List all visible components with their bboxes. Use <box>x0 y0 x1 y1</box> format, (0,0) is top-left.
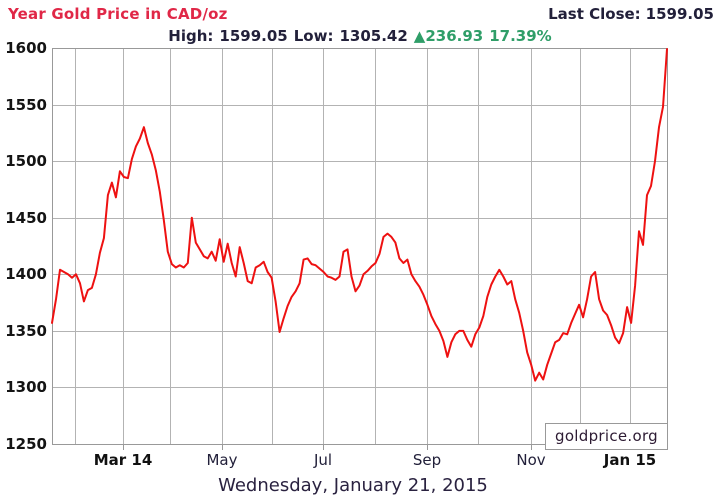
last-close-value: 1599.05 <box>645 5 714 23</box>
change-percent: 17.39% <box>489 27 552 45</box>
last-close-label: Last Close: <box>548 5 641 23</box>
y-tick-label: 1550 <box>5 95 47 114</box>
high-low-row: High: 1599.05 Low: 1305.42 ▲236.93 17.39% <box>52 27 668 45</box>
goldprice-org-link[interactable]: goldprice.org <box>545 423 668 450</box>
y-tick-label: 1350 <box>5 321 47 340</box>
x-tick-label: Jan 15 <box>603 451 657 469</box>
last-close: Last Close: 1599.05 <box>548 5 714 23</box>
page-title: Year Gold Price in CAD/oz <box>8 5 228 23</box>
date-caption: Wednesday, January 21, 2015 <box>218 475 488 496</box>
low-value: 1305.42 <box>339 27 408 45</box>
high-label: High: <box>168 27 214 45</box>
low-label: Low: <box>293 27 334 45</box>
x-tick-label: Mar 14 <box>93 451 153 469</box>
y-tick-label: 1400 <box>5 265 47 284</box>
y-tick-label: 1500 <box>5 152 47 171</box>
change-arrow-value: ▲236.93 <box>413 27 484 45</box>
x-tick-label: Jul <box>313 451 333 469</box>
high-value: 1599.05 <box>219 27 288 45</box>
y-tick-label: 1450 <box>5 208 47 227</box>
y-tick-label: 1300 <box>5 378 47 397</box>
y-tick-label: 1600 <box>5 39 47 57</box>
x-tick-label: Nov <box>516 451 546 469</box>
y-tick-label: 1250 <box>5 435 47 453</box>
chart-header: Year Gold Price in CAD/oz Last Close: 159… <box>8 5 714 23</box>
x-tick-label: May <box>206 451 238 469</box>
x-tick-label: Sep <box>412 451 442 469</box>
